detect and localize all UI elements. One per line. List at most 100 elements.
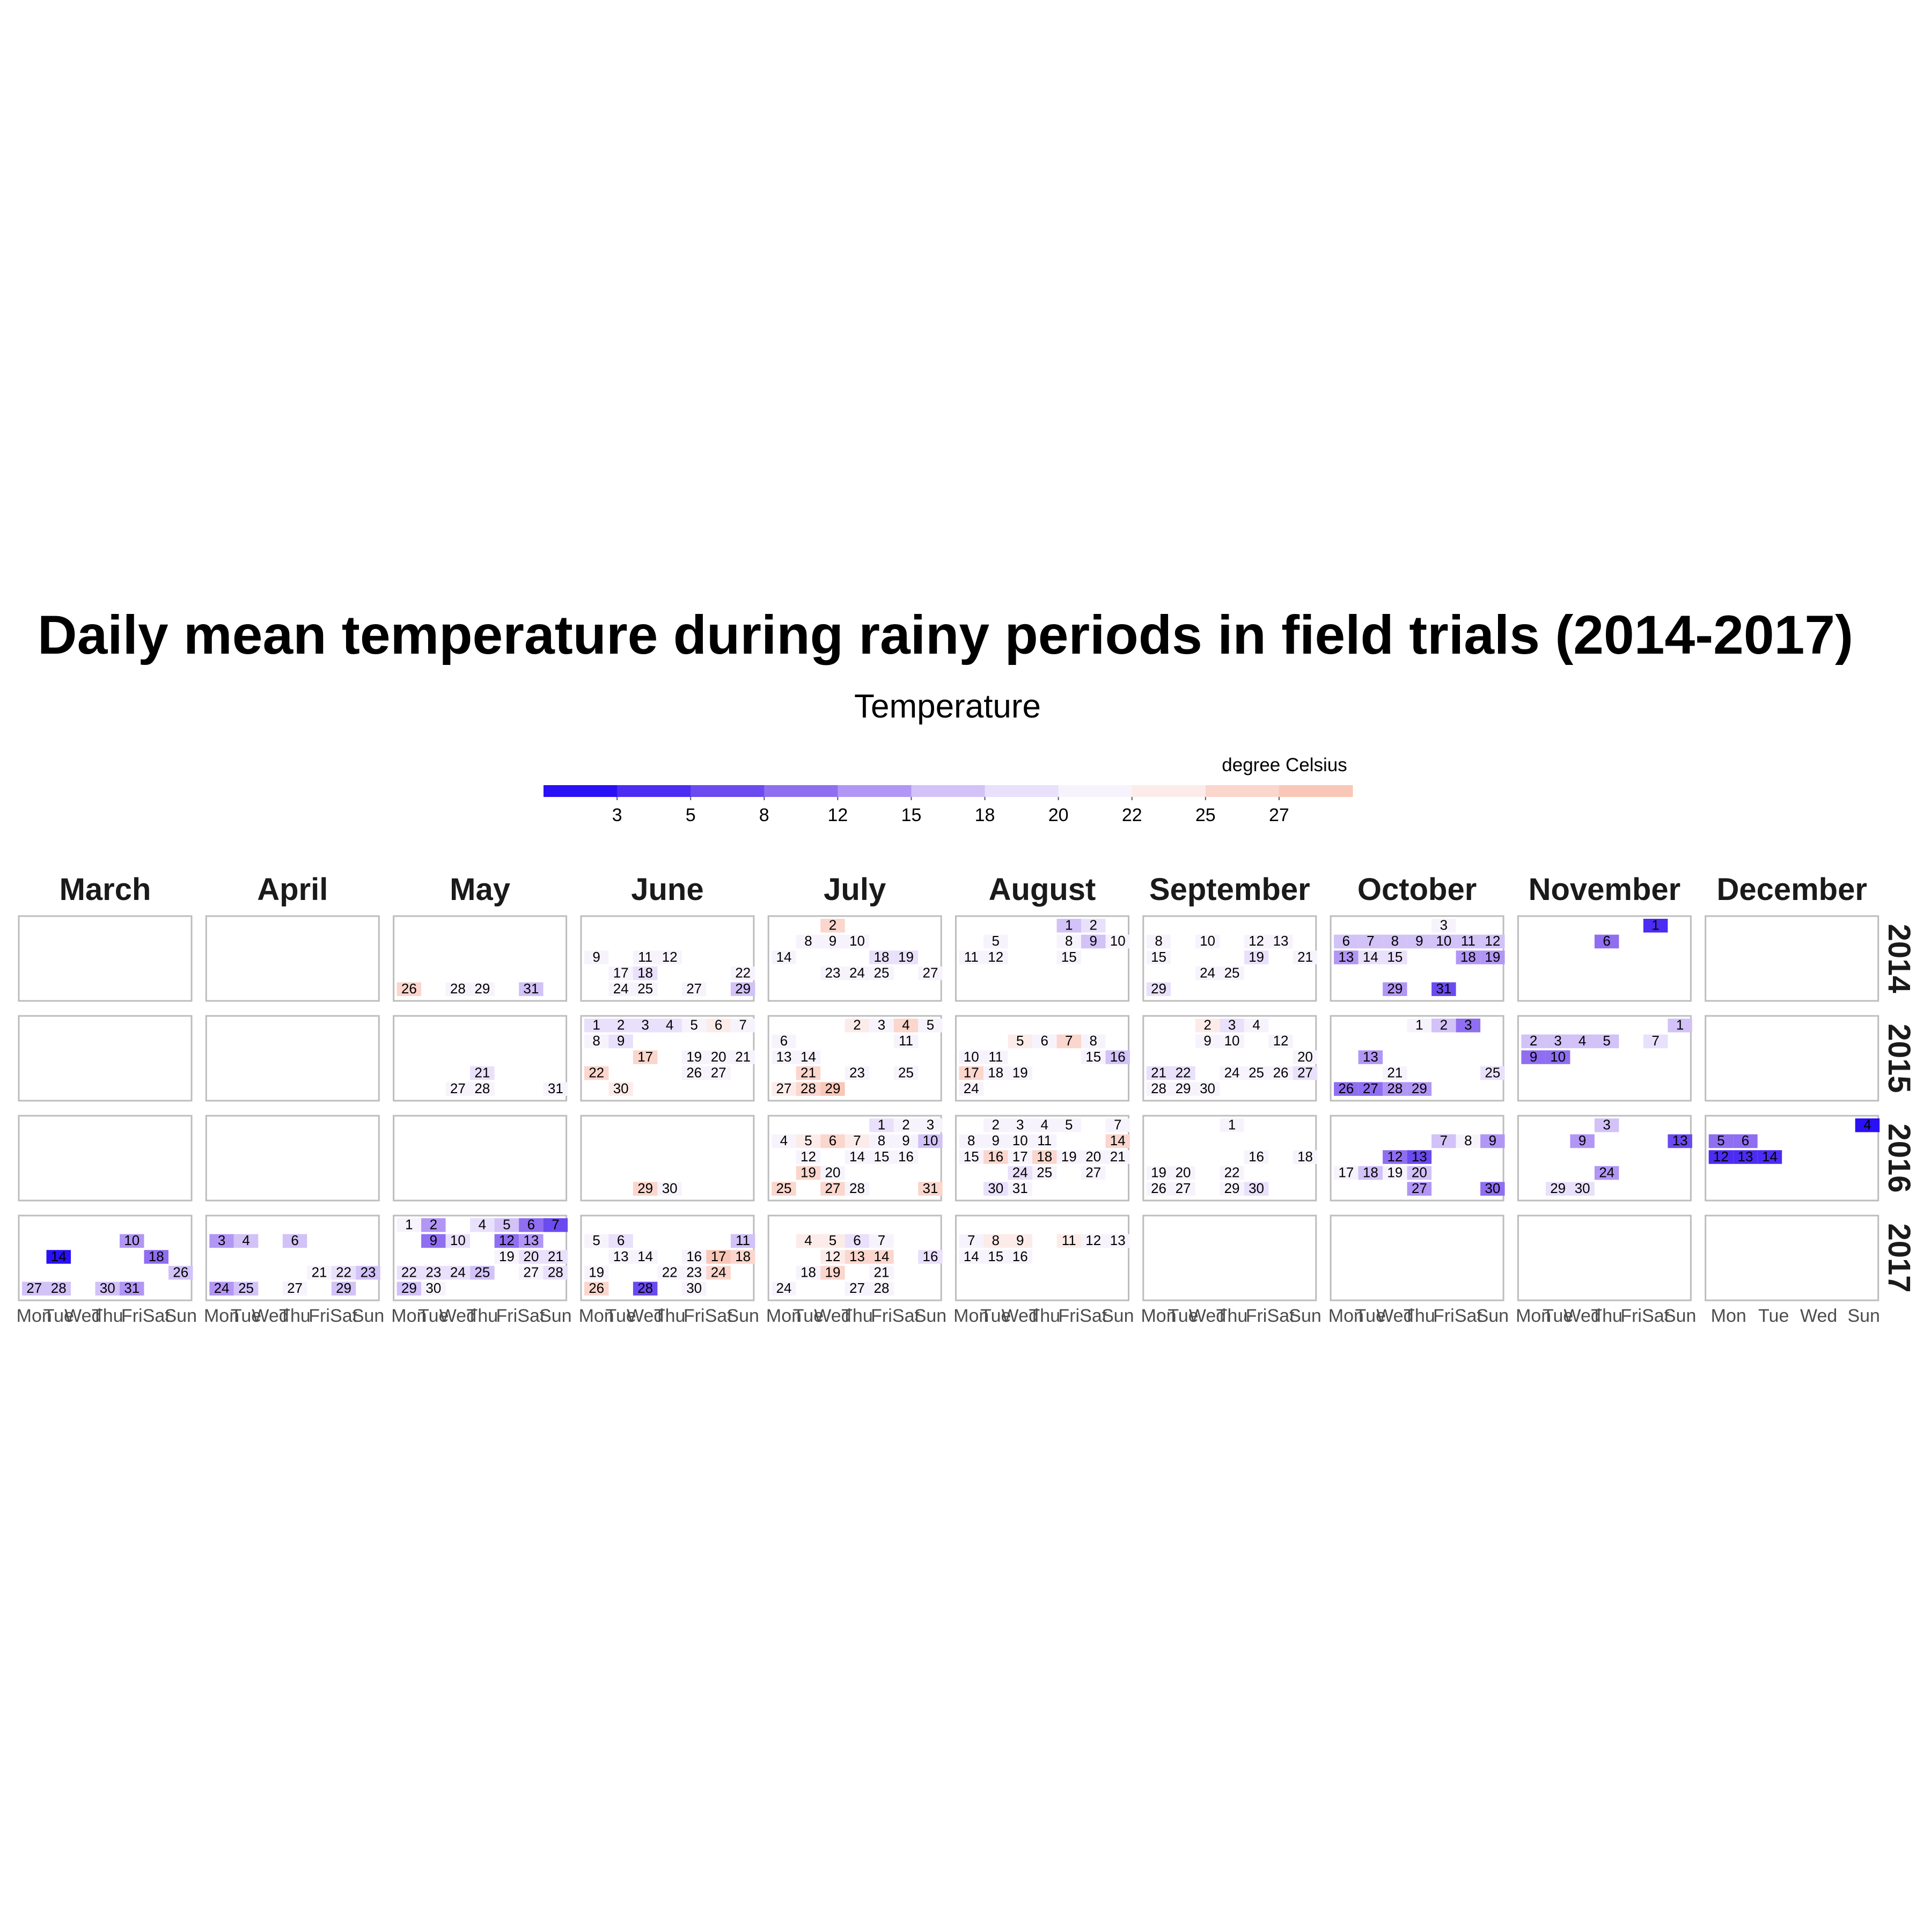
day-cell [1733,1134,1758,1148]
day-number-label: 30 [1485,1180,1500,1196]
day-number-label: 25 [637,980,653,997]
day-number-label: 6 [715,1017,722,1033]
day-cell [1293,1066,1318,1080]
day-cell [1220,966,1244,980]
panel-border [1705,1015,1879,1102]
day-number-label: 8 [1065,933,1073,949]
day-cell [796,1166,821,1180]
day-number-label: 2 [1530,1033,1537,1049]
weekday-label: Sun [726,1306,759,1326]
day-cell [470,1082,495,1096]
day-cell [959,1134,983,1148]
day-cell [519,1234,544,1248]
day-cell [1195,1034,1220,1049]
day-cell [1008,1034,1032,1049]
month-headers: March April May June July August September Octo… [60,872,1867,907]
panel-border [205,1115,380,1202]
day-cell [1480,934,1505,949]
day-number-label: 3 [1554,1033,1561,1049]
legend-swatch [764,785,838,797]
calendar-panel: 1 2 3 4 5 7 9 10 [1517,1015,1692,1102]
day-cell [1008,1182,1032,1196]
day-cell [820,934,845,949]
day-number-label: 2 [853,1017,861,1033]
day-number-label: 27 [825,1180,840,1196]
day-cell [1105,934,1130,949]
day-number-label: 3 [878,1017,885,1033]
day-cell [869,1282,894,1296]
day-cell [543,1265,568,1280]
weekday-label: Wed [1800,1306,1837,1326]
day-cell [893,1066,919,1080]
weekday-label: Sun [1102,1306,1134,1326]
month-header: July [824,872,886,907]
day-number-label: 27 [711,1064,726,1080]
day-cell [633,966,658,980]
day-cell [657,1019,682,1033]
weekday-label: Sun [352,1306,385,1326]
day-number-label: 18 [1460,949,1476,965]
day-number-label: 10 [849,933,865,949]
calendar-panel: 26 28 29 31 [393,915,568,1002]
legend-swatch [838,785,912,797]
day-cell [1244,1019,1269,1033]
day-cell [1668,1019,1692,1033]
month-header: September [1149,872,1310,907]
day-number-label: 5 [690,1017,697,1033]
day-cell [209,1234,234,1248]
day-number-label: 31 [124,1280,139,1296]
day-number-label: 29 [336,1280,351,1296]
day-cell [869,1265,894,1280]
day-cell [1855,1118,1880,1132]
day-number-label: 30 [662,1180,678,1196]
day-number-label: 26 [1338,1080,1354,1096]
day-cell [584,1034,609,1049]
day-number-label: 28 [474,1080,490,1096]
month-header: May [450,872,510,907]
day-cell [445,1234,471,1248]
day-number-label: 24 [964,1080,979,1096]
day-number-label: 18 [637,964,653,980]
weekday-label: Fri [496,1306,518,1326]
day-number-label: 14 [801,1049,816,1065]
day-number-label: 18 [735,1248,751,1264]
day-cell [657,1182,682,1196]
day-cell [796,1050,821,1064]
day-cell [1594,1034,1619,1049]
calendar-panel: 3 9 13 24 29 30 [1517,1115,1692,1202]
day-cell [494,1250,519,1264]
day-cell [1570,1182,1595,1196]
day-number-label: 25 [1037,1164,1052,1180]
day-number-label: 29 [1176,1080,1191,1096]
day-cell [918,1134,943,1148]
calendar-panel: 29 30 [580,1115,755,1202]
weekday-label: Sun [165,1306,197,1326]
month-header: June [631,872,703,907]
day-cell [1456,950,1481,964]
panel-border [18,915,193,1002]
day-number-label: 25 [873,964,889,980]
day-cell [356,1265,380,1280]
legend-tick-labels: 3 5 8 12 15 18 20 22 25 27 [612,797,1289,825]
day-number-label: 16 [922,1248,938,1264]
day-cell [730,1250,755,1264]
panel-border [1330,1214,1504,1301]
day-number-label: 27 [849,1280,865,1296]
day-number-label: 12 [801,1148,816,1165]
calendar-panel: 8 10 12 13 15 19 21 24 25 29 [1142,915,1318,1002]
weekday-label: Thu [1216,1306,1248,1326]
day-cell [1456,1134,1481,1148]
year-label: 2016 [1882,1123,1917,1192]
day-cell [421,1234,446,1248]
day-number-label: 18 [1037,1148,1052,1165]
day-number-label: 14 [776,949,791,965]
day-cell [1105,1118,1130,1132]
day-number-label: 7 [1065,1033,1073,1049]
weekday-label: Sun [914,1306,947,1326]
day-cell [1594,1166,1619,1180]
day-cell [1008,1118,1032,1132]
day-cell [1032,1034,1057,1049]
calendar-panel [1330,1214,1504,1301]
day-cell [1195,1019,1220,1033]
day-cell [1431,934,1456,949]
